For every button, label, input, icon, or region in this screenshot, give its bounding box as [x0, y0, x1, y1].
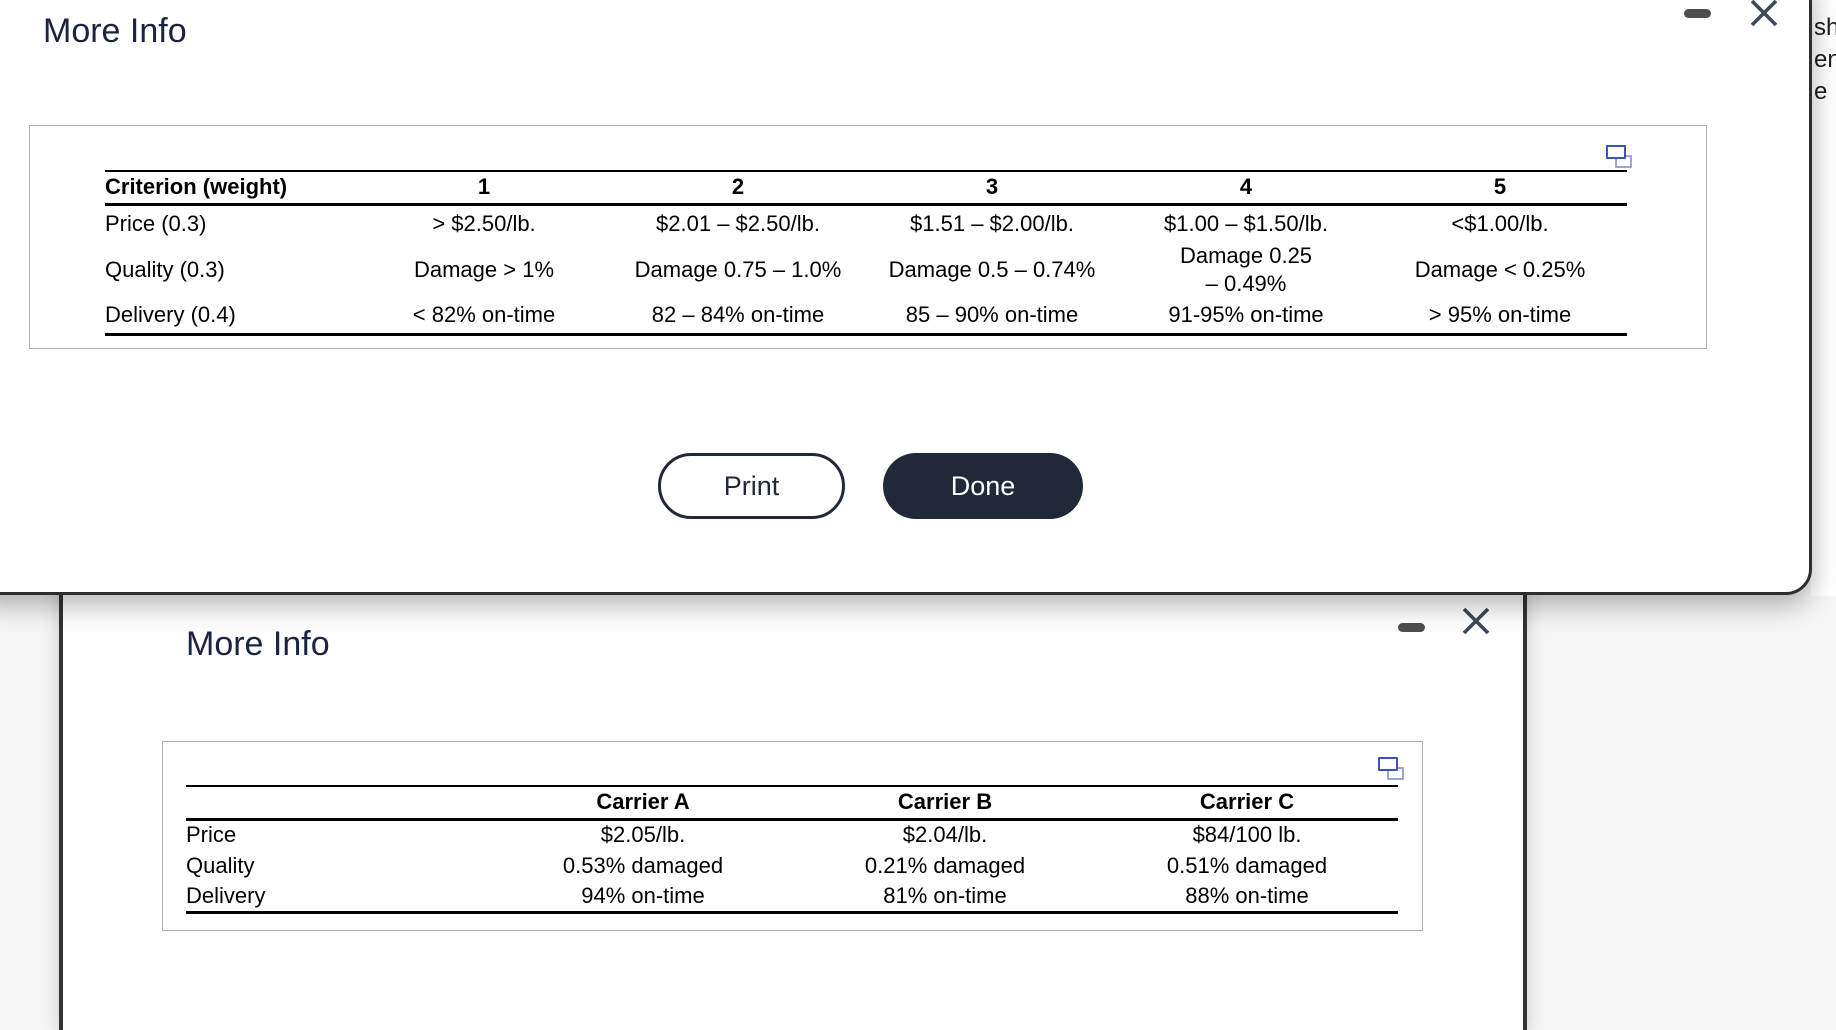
table-header-cell: 4	[1239, 174, 1253, 200]
table-cell: Damage < 0.25%	[1414, 257, 1586, 282]
close-icon	[1459, 607, 1493, 641]
table-cell: 91-95% on-time	[1168, 302, 1324, 328]
minimize-button[interactable]	[1684, 9, 1711, 18]
carrier-comparison-table: Carrier A Carrier B Carrier C Price $2.0…	[186, 785, 1398, 914]
print-button[interactable]: Print	[658, 453, 845, 519]
table-cell: 0.51% damaged	[1166, 852, 1328, 878]
clipped-text-fragment: e	[1814, 78, 1828, 105]
more-info-dialog-primary: More Info Criterion (weight) 1 2 3 4 5	[0, 0, 1812, 595]
table-header-cell: 1	[477, 174, 491, 200]
table-row: Delivery (0.4) < 82% on-time 82 – 84% on…	[105, 298, 1627, 334]
row-label: Quality (0.3)	[105, 257, 225, 282]
table-cell: 88% on-time	[1185, 882, 1309, 908]
table-cell: $1.00 – $1.50/lb.	[1164, 210, 1328, 236]
table-cell: Damage 0.75 – 1.0%	[634, 257, 842, 282]
background-window-text-strip: sho ens e	[1811, 0, 1836, 596]
close-button[interactable]	[1747, 0, 1781, 30]
table-header-cell: Carrier B	[897, 789, 993, 815]
copy-icon[interactable]	[1606, 145, 1633, 169]
table-header-cell: 3	[985, 174, 999, 200]
table-cell: Damage 0.5 – 0.74%	[888, 257, 1096, 282]
table-cell: > 95% on-time	[1428, 302, 1572, 328]
more-info-dialog-secondary: More Info Carrier A Carrier B Carrier C	[59, 560, 1527, 1030]
table-cell-text: Damage 0.25 – 0.49%	[1179, 243, 1313, 296]
table-header-cell: 2	[731, 174, 745, 200]
copy-icon-front-rect	[1378, 757, 1398, 771]
table-cell: Damage 0.25 – 0.49%	[1119, 242, 1373, 298]
table-cell: <$1.00/lb.	[1451, 210, 1549, 236]
table-header-row: Carrier A Carrier B Carrier C	[186, 786, 1398, 819]
table-cell: 0.21% damaged	[864, 852, 1026, 878]
table-cell: $2.04/lb.	[902, 822, 988, 848]
table-header-cell: Criterion (weight)	[105, 174, 288, 200]
table-card: Criterion (weight) 1 2 3 4 5 Price (0.3)…	[29, 125, 1707, 349]
table-cell: 82 – 84% on-time	[651, 302, 825, 328]
table-cell: 85 – 90% on-time	[905, 302, 1079, 328]
row-label: Quality	[186, 852, 255, 878]
table-cell: 0.53% damaged	[562, 852, 724, 878]
table-header-cell: Carrier A	[596, 789, 690, 815]
minimize-button[interactable]	[1398, 623, 1425, 632]
close-button[interactable]	[1459, 604, 1493, 638]
clipped-text-fragment: sho	[1814, 14, 1836, 41]
row-label: Price	[186, 822, 237, 848]
row-label: Price (0.3)	[105, 210, 207, 236]
table-cell: 81% on-time	[883, 882, 1007, 908]
table-cell: $2.01 – $2.50/lb.	[656, 210, 820, 236]
table-cell: $84/100 lb.	[1192, 822, 1302, 848]
table-cell: < 82% on-time	[412, 302, 556, 328]
criteria-rating-table: Criterion (weight) 1 2 3 4 5 Price (0.3)…	[105, 170, 1627, 336]
table-row: Quality (0.3) Damage > 1% Damage 0.75 – …	[105, 242, 1627, 298]
table-header-row: Criterion (weight) 1 2 3 4 5	[105, 171, 1627, 204]
row-label: Delivery	[186, 882, 266, 908]
table-cell: 94% on-time	[581, 882, 705, 908]
copy-icon[interactable]	[1378, 757, 1405, 781]
table-row: Price $2.05/lb. $2.04/lb. $84/100 lb.	[186, 819, 1398, 850]
table-row: Delivery 94% on-time 81% on-time 88% on-…	[186, 881, 1398, 912]
row-label: Delivery (0.4)	[105, 302, 236, 328]
done-button[interactable]: Done	[883, 453, 1083, 519]
dialog-title: More Info	[186, 625, 330, 663]
table-row: Quality 0.53% damaged 0.21% damaged 0.51…	[186, 850, 1398, 881]
dialog-title: More Info	[43, 12, 187, 50]
table-cell: $2.05/lb.	[600, 822, 686, 848]
table-cell: > $2.50/lb.	[432, 210, 536, 236]
clipped-text-fragment: ens	[1814, 46, 1836, 73]
table-cell: $1.51 – $2.00/lb.	[910, 210, 1074, 236]
close-icon	[1747, 0, 1781, 33]
table-header-cell: 5	[1493, 174, 1507, 200]
table-header-cell: Carrier C	[1199, 789, 1295, 815]
table-cell: Damage > 1%	[413, 257, 555, 282]
table-row: Price (0.3) > $2.50/lb. $2.01 – $2.50/lb…	[105, 204, 1627, 242]
table-card: Carrier A Carrier B Carrier C Price $2.0…	[162, 741, 1423, 931]
table-header-cell	[186, 786, 492, 819]
copy-icon-front-rect	[1606, 145, 1626, 159]
